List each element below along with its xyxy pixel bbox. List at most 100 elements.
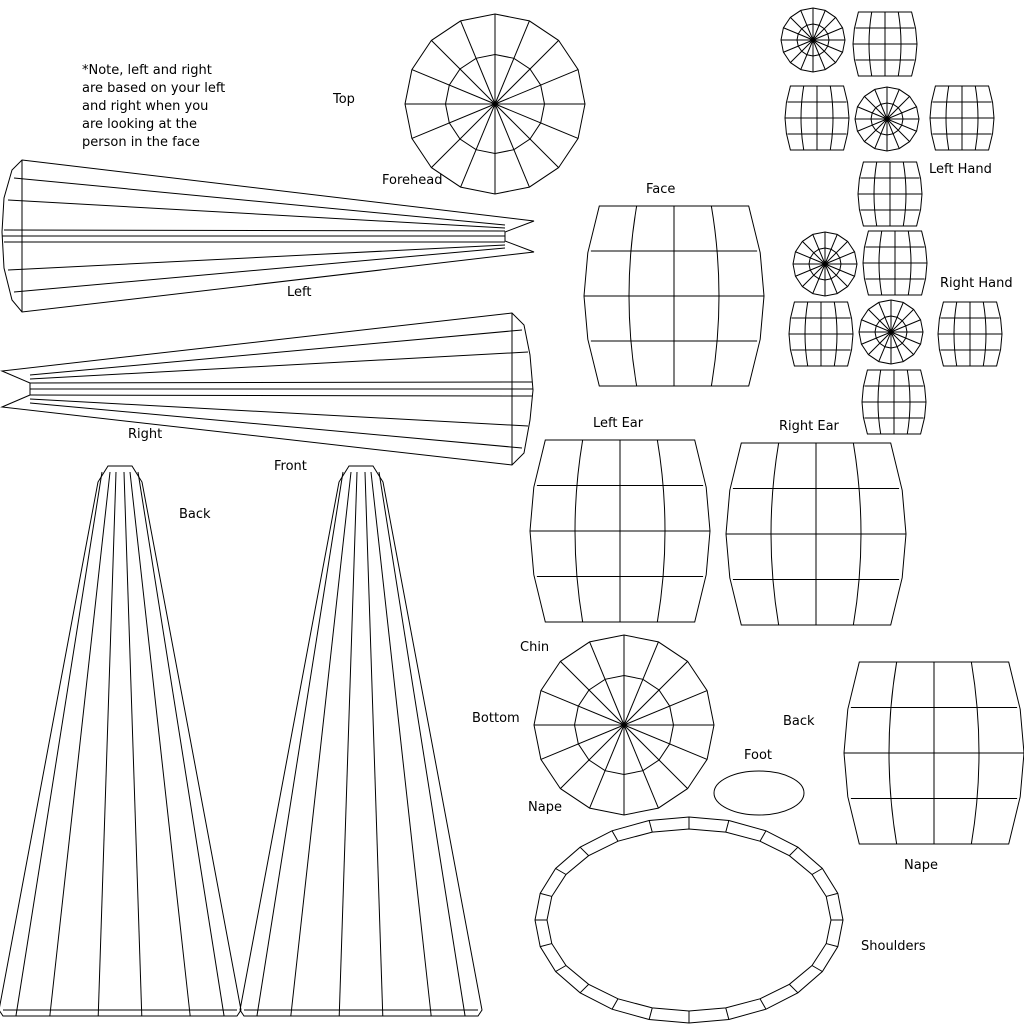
disc-spoke xyxy=(812,234,826,265)
disc-spoke xyxy=(560,724,625,789)
cone-strip xyxy=(29,381,533,384)
disc-spoke xyxy=(623,641,659,726)
cone-outline xyxy=(239,465,483,1017)
cone-outline xyxy=(0,312,534,466)
disc-spoke xyxy=(589,641,625,726)
disc-spoke xyxy=(623,724,708,760)
cone-strip xyxy=(49,471,111,1017)
label-front: Front xyxy=(274,459,307,474)
ring-inner xyxy=(546,828,832,1012)
cone-strip xyxy=(290,471,352,1017)
disc-spoke xyxy=(800,39,814,70)
label-forehead: Forehead xyxy=(382,173,443,188)
disc-spoke xyxy=(540,724,625,760)
cone-strip xyxy=(364,471,384,1017)
disc-spoke xyxy=(411,69,496,105)
back-cone xyxy=(0,465,242,1017)
disc-spoke xyxy=(886,106,917,120)
disc-spoke xyxy=(812,39,836,63)
disc-spoke xyxy=(886,118,917,132)
cone-outline xyxy=(1,159,535,313)
right-cone xyxy=(0,312,534,466)
disc-spoke xyxy=(864,118,888,142)
disc-spoke xyxy=(460,103,496,188)
label-bottom: Bottom xyxy=(472,711,520,726)
disc-spoke xyxy=(812,39,826,70)
disc-spoke xyxy=(824,263,855,277)
disc-spoke xyxy=(460,20,496,105)
disc-spoke xyxy=(890,331,914,355)
barrel-outline xyxy=(784,85,850,151)
label-left-ear: Left Ear xyxy=(593,416,644,431)
ring-segment xyxy=(826,943,838,948)
disc-spoke xyxy=(812,39,843,53)
ring-segment xyxy=(811,868,823,875)
cone-outline xyxy=(0,465,242,1017)
disc-spoke xyxy=(790,17,814,41)
disc-spoke xyxy=(824,263,838,294)
label-right-hand: Right Hand xyxy=(940,276,1013,291)
disc-spoke xyxy=(878,331,892,362)
disc-spoke xyxy=(494,103,530,188)
ring-segment xyxy=(725,1007,730,1020)
disc-spoke xyxy=(795,263,826,277)
disc-spoke xyxy=(812,17,836,41)
disc-spoke xyxy=(890,331,921,345)
cone-strip xyxy=(29,351,529,380)
disc-spoke xyxy=(878,302,892,333)
disc-spoke xyxy=(431,40,496,105)
disc-spoke xyxy=(868,331,892,355)
hand-pieces xyxy=(780,7,1003,435)
label-foot: Foot xyxy=(744,748,773,763)
label-shoulders: Shoulders xyxy=(861,939,926,954)
left-ear-barrel xyxy=(529,439,711,623)
cone-strip xyxy=(29,394,533,397)
disc-spoke xyxy=(868,309,892,333)
cone-strip xyxy=(13,247,506,293)
disc-spoke xyxy=(824,241,848,265)
cone-strip xyxy=(3,229,506,232)
ring-segment xyxy=(540,943,552,948)
cone-strip xyxy=(338,471,358,1017)
disc-spoke xyxy=(857,106,888,120)
disc-spoke xyxy=(890,309,914,333)
cone-strip xyxy=(378,471,466,1017)
disc-spoke xyxy=(812,10,826,41)
ring-segment xyxy=(648,1007,653,1020)
barrel-outline xyxy=(937,301,1003,367)
disc-spoke xyxy=(623,724,659,809)
cone-strip xyxy=(29,402,523,449)
ring-segment xyxy=(648,820,653,833)
right-ear-barrel xyxy=(725,442,907,626)
disc-spoke xyxy=(861,319,892,333)
barrel-outline xyxy=(725,442,907,626)
cone-strip xyxy=(29,329,523,376)
disc-spoke xyxy=(874,89,888,120)
ring-segment xyxy=(540,892,552,897)
barrel-outline xyxy=(862,230,928,296)
label-left-hand: Left Hand xyxy=(929,162,992,177)
barrel-outline xyxy=(788,301,854,367)
barrel-outline xyxy=(861,369,927,435)
disc-spoke xyxy=(800,10,814,41)
label-right-ear: Right Ear xyxy=(779,419,839,434)
disc-spoke xyxy=(886,118,900,149)
disc-spoke xyxy=(886,118,910,142)
disc-spoke xyxy=(623,661,688,726)
barrel-outline xyxy=(843,661,1024,845)
left-cone xyxy=(1,159,535,313)
disc-spoke xyxy=(783,39,814,53)
barrel-outline xyxy=(929,85,995,151)
disc-spoke xyxy=(812,263,826,294)
label-right: Right xyxy=(128,427,163,442)
disc-spoke xyxy=(795,251,826,265)
disc-spoke xyxy=(411,103,496,139)
disc-spoke xyxy=(857,118,888,132)
disc-spoke xyxy=(890,331,904,362)
disc-spoke xyxy=(494,103,579,139)
ring-segment xyxy=(789,983,799,994)
ring-segment xyxy=(555,965,567,972)
disc-spoke xyxy=(790,39,814,63)
cone-strip xyxy=(129,471,191,1017)
cone-strip xyxy=(13,177,506,226)
